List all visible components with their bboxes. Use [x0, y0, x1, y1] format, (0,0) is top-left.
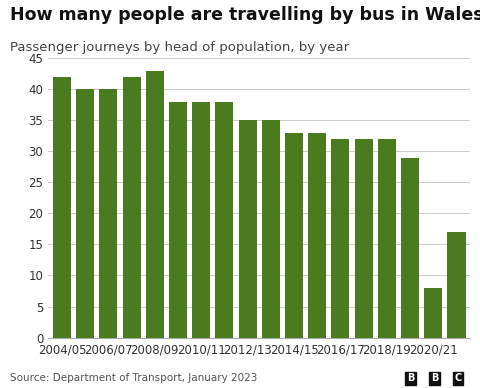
Bar	[424, 288, 442, 338]
Bar	[192, 102, 210, 338]
Bar	[401, 158, 419, 338]
Bar	[355, 139, 372, 338]
Bar	[146, 71, 164, 338]
Bar	[239, 120, 257, 338]
Bar	[169, 102, 187, 338]
Text: How many people are travelling by bus in Wales?: How many people are travelling by bus in…	[10, 6, 480, 24]
Bar	[285, 133, 303, 338]
Bar	[99, 89, 118, 338]
Text: B: B	[407, 373, 414, 383]
Bar	[331, 139, 349, 338]
Bar	[262, 120, 280, 338]
Text: Passenger journeys by head of population, by year: Passenger journeys by head of population…	[10, 41, 349, 54]
Bar	[378, 139, 396, 338]
Text: B: B	[431, 373, 438, 383]
Bar	[216, 102, 233, 338]
Bar	[122, 77, 141, 338]
Text: C: C	[455, 373, 462, 383]
Bar	[76, 89, 94, 338]
Bar	[53, 77, 71, 338]
Text: Source: Department of Transport, January 2023: Source: Department of Transport, January…	[10, 373, 257, 383]
Bar	[447, 232, 466, 338]
Bar	[308, 133, 326, 338]
